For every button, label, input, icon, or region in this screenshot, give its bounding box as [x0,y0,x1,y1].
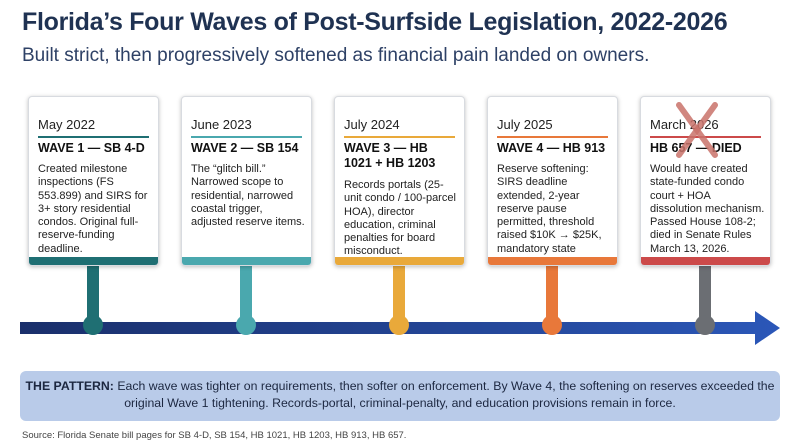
card-divider [191,136,302,138]
wave-3-card: July 2024 WAVE 3 — HB 1021 + HB 1203 Rec… [334,96,465,266]
pattern-text: Each wave was tighter on requirements, t… [117,379,775,410]
card-divider [497,136,608,138]
card-heading: HB 657 — DIED [650,141,742,155]
wave-4-dot [542,315,562,335]
card-body: Records portals (25-unit condo / 100-par… [344,179,456,258]
card-body: The “glitch bill.” Narrowed scope to res… [191,163,305,229]
wave-2-dot [236,315,256,335]
wave-3-dot [389,315,409,335]
card-date: June 2023 [191,117,252,132]
page-subtitle: Built strict, then progressively softene… [22,45,650,66]
source-note: Source: Florida Senate bill pages for SB… [22,430,407,441]
wave-4-card: July 2025 WAVE 4 — HB 913 Reserve soften… [487,96,618,266]
card-heading: WAVE 2 — SB 154 [191,141,299,155]
card-divider [38,136,149,138]
pattern-label: THE PATTERN: [25,379,114,393]
cross-out-icon [676,102,718,158]
wave-3-stem [393,266,405,320]
card-date: July 2024 [344,117,400,132]
hb657-stem [699,266,711,320]
card-body: Reserve softening: SIRS deadline extende… [497,163,602,265]
card-color-band [29,257,158,265]
card-color-band [335,257,464,265]
hb657-dot [695,315,715,335]
wave-2-stem [240,266,252,320]
hb657-card: March 2026 HB 657 — DIED Would have crea… [640,96,771,266]
pattern-callout: THE PATTERN: Each wave was tighter on re… [20,371,780,421]
card-body: Would have created state-funded condo co… [650,163,765,255]
card-date: July 2025 [497,117,553,132]
wave-1-dot [83,315,103,335]
card-color-band [488,257,617,265]
wave-1-card: May 2022 WAVE 1 — SB 4-D Created milesto… [28,96,159,266]
card-heading: WAVE 3 — HB 1021 + HB 1203 [344,141,436,170]
card-heading: WAVE 1 — SB 4-D [38,141,145,155]
card-date: May 2022 [38,117,96,132]
wave-2-card: June 2023 WAVE 2 — SB 154 The “glitch bi… [181,96,312,266]
wave-1-stem [87,266,99,320]
card-body: Created milestone inspections (FS 553.89… [38,163,148,255]
card-heading: WAVE 4 — HB 913 [497,141,606,155]
card-color-band [182,257,311,265]
page-title: Florida’s Four Waves of Post-Surfside Le… [22,8,728,36]
card-color-band [641,257,770,265]
wave-4-stem [546,266,558,320]
card-divider [344,136,455,138]
